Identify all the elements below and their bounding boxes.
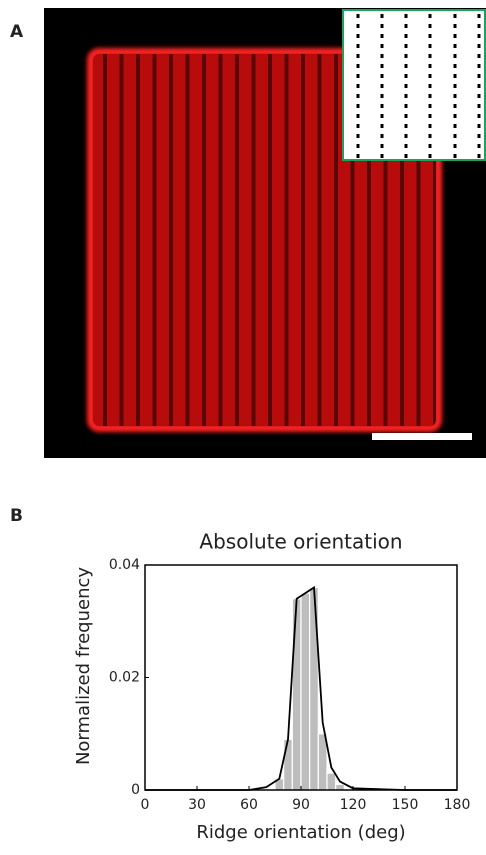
chart-title: Absolute orientation xyxy=(199,530,402,554)
y-axis-label: Normalized frequency xyxy=(73,567,94,765)
panel-label: B xyxy=(10,506,23,526)
bar xyxy=(326,772,337,791)
bar xyxy=(283,738,293,791)
bar xyxy=(309,586,319,791)
x-tick-label: 150 xyxy=(392,797,419,813)
x-axis-label: Ridge orientation (deg) xyxy=(196,822,405,843)
inset xyxy=(342,9,486,161)
square-edge xyxy=(87,48,442,432)
y-tick-label: 0.02 xyxy=(109,670,140,686)
bar xyxy=(300,592,311,791)
x-tick-label: 180 xyxy=(444,797,471,813)
x-tick-label: 30 xyxy=(188,797,206,813)
bar xyxy=(291,598,302,791)
x-tick-label: 0 xyxy=(141,797,150,813)
y-tick-label: 0 xyxy=(131,782,140,798)
panel-label: A xyxy=(10,22,24,42)
x-tick-label: 60 xyxy=(240,797,258,813)
scale-bar xyxy=(372,433,472,440)
bar xyxy=(335,783,345,791)
x-tick-label: 90 xyxy=(292,797,310,813)
fit-line xyxy=(145,585,457,791)
inset-dots xyxy=(356,14,481,158)
x-tick-label: 120 xyxy=(340,797,367,813)
y-tick-label: 0.04 xyxy=(109,557,140,573)
